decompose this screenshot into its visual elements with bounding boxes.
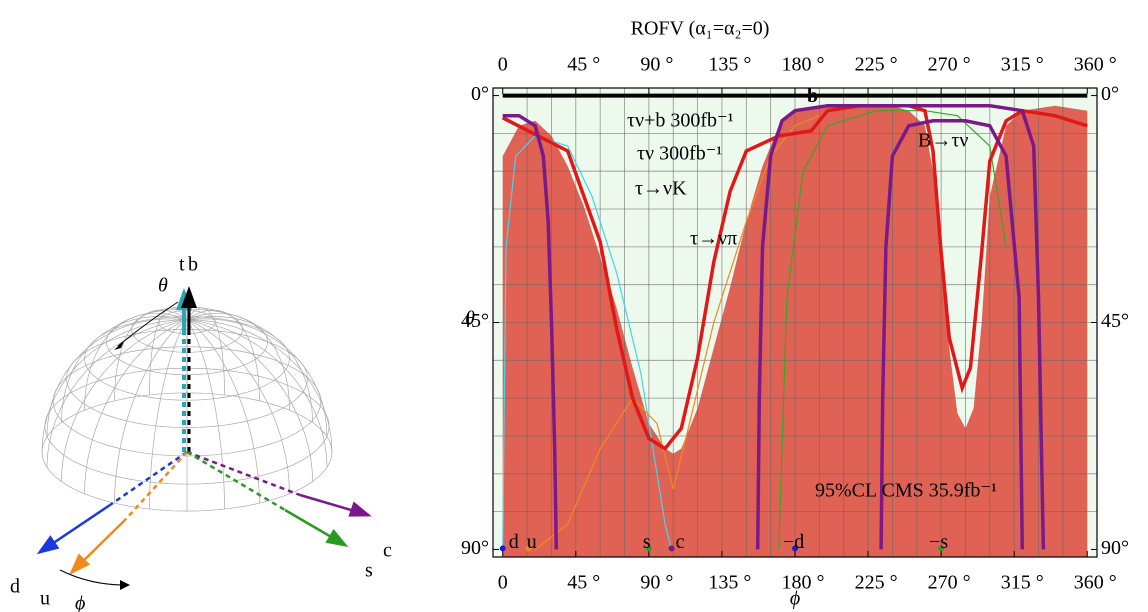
x-tick-label-bottom: 90 ° (640, 572, 673, 594)
quark-point (645, 545, 652, 552)
x-tick-label-bottom: 0 (498, 572, 508, 594)
sphere-wireframe (41, 306, 333, 512)
diagram-label: s (365, 560, 373, 582)
meridian (186, 319, 225, 510)
meridian (114, 319, 188, 504)
x-tick-label-top: 225 ° (855, 54, 898, 76)
y-tick-label-right: 0° (1101, 83, 1119, 105)
quark-point (525, 545, 532, 552)
meridian (186, 318, 328, 437)
cl-note: 95%CL CMS 35.9fb⁻¹ (815, 480, 997, 502)
meridian (61, 319, 188, 482)
x-tick-label-bottom: 360 ° (1074, 572, 1117, 594)
meridian (186, 307, 225, 395)
quark-label: c (676, 531, 685, 553)
series-label: τ→νK (635, 178, 687, 200)
quark-point (792, 545, 798, 552)
series-label: B→τν (918, 130, 968, 152)
y-tick-label-right: 45° (1101, 310, 1129, 332)
plot-area (493, 88, 1097, 557)
diagram-label: c (383, 540, 392, 562)
arrow-dashed (186, 450, 286, 512)
phi-arc-head (120, 580, 130, 590)
theta-arc (117, 301, 179, 347)
theta-arc-head (114, 341, 124, 350)
contour-line (534, 115, 820, 550)
diagram-label: t (179, 254, 185, 276)
x-tick-label-top: 270 ° (928, 54, 971, 76)
series-label: τν 300fb⁻¹ (637, 143, 722, 165)
meridian (186, 319, 290, 494)
x-tick-label-top: 0 (498, 54, 508, 76)
x-tick-label-bottom: 225 ° (855, 572, 898, 594)
diagram-label: θ (158, 275, 168, 297)
x-tick-label-top: 45 ° (567, 54, 600, 76)
diagram-label: d (10, 576, 20, 598)
meridian (186, 319, 328, 468)
quark-label: −s (929, 531, 948, 553)
meridian (41, 319, 188, 453)
meridian (149, 319, 188, 510)
diagram-label: ϕ (75, 593, 85, 612)
contour-line (502, 135, 673, 550)
x-tick-label-top: 360 ° (1074, 54, 1117, 76)
x-tick-label-top: 180 ° (782, 54, 825, 76)
meridian (84, 319, 188, 494)
arrow-dashed (186, 450, 301, 497)
contour-line (502, 103, 1046, 550)
contour-line (501, 103, 1088, 451)
meridian (46, 319, 188, 468)
x-tick-label-top: 135 ° (708, 54, 751, 76)
series-label: τν+b 300fb⁻¹ (627, 110, 734, 132)
quark-label: −d (783, 531, 804, 553)
meridian (186, 312, 290, 411)
contour-line (778, 110, 1007, 550)
x-tick-label-top: 90 ° (640, 54, 673, 76)
x-axis-label: ϕ (790, 588, 800, 610)
series-label: τ→νπ (690, 228, 737, 250)
chart-title: ROFV (α₁=α₂=0) (631, 18, 770, 40)
arrow-dashed (124, 451, 188, 521)
y-tick-label-left: 90° (461, 537, 489, 559)
quark-label: u (527, 531, 537, 553)
y-tick-label-left: 45° (461, 310, 489, 332)
arrow-head (36, 535, 60, 555)
quark-label: d (509, 531, 519, 553)
x-tick-label-bottom: 135 ° (708, 572, 751, 594)
meridian (114, 309, 188, 401)
meridian (186, 319, 333, 453)
y-tick-label-left: 0° (471, 83, 489, 105)
meridian (186, 309, 260, 401)
meridian (186, 319, 313, 482)
x-tick-label-bottom: 180 ° (782, 572, 825, 594)
x-tick-label-bottom: 315 ° (1001, 572, 1044, 594)
meridian (186, 319, 260, 504)
quark-point (499, 545, 506, 552)
x-tick-label-bottom: 45 ° (567, 572, 600, 594)
arrow-head (348, 501, 372, 517)
meridian (61, 316, 188, 423)
quark-label: s (643, 531, 651, 553)
arrow-head (181, 286, 197, 308)
y-axis-label: θ (465, 308, 475, 330)
x-tick-label-top: 315 ° (1001, 54, 1044, 76)
quark-point (668, 545, 675, 552)
diagram-label: b (188, 254, 198, 276)
meridian (186, 316, 313, 423)
arrow-head (325, 528, 349, 548)
diagram-label: u (40, 588, 50, 610)
phi-arc (59, 569, 126, 586)
quark-point (938, 545, 945, 552)
quark-label: b (807, 85, 818, 107)
arrow-head (69, 553, 91, 575)
arrow-dashed (109, 450, 188, 507)
x-tick-label-bottom: 270 ° (928, 572, 971, 594)
y-tick-label-right: 90° (1101, 537, 1129, 559)
